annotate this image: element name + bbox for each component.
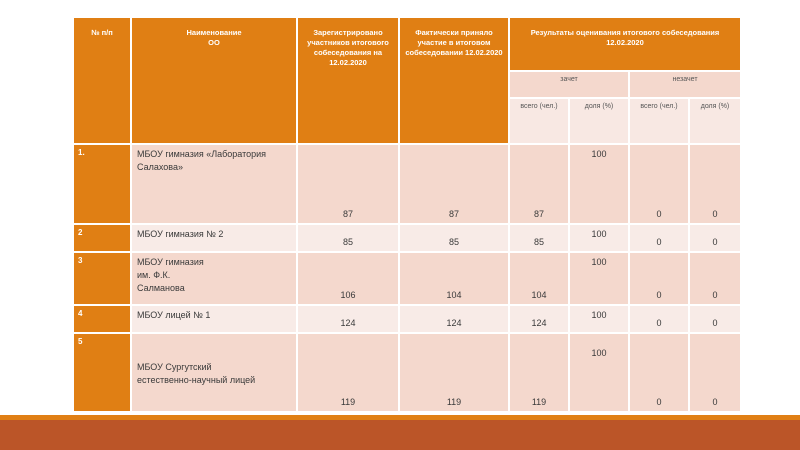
- table-row: 5 МБОУ Сургутский естественно-научный ли…: [74, 334, 740, 411]
- header-registered: Зарегистрировано участников итогового со…: [298, 18, 398, 143]
- row-pass-total: 124: [531, 318, 547, 328]
- row-name: МБОУ гимназия № 2: [132, 225, 296, 251]
- row-name: МБОУ лицей № 1: [132, 306, 296, 332]
- row-fail-share: 0: [712, 290, 718, 300]
- row-num: 1.: [74, 145, 130, 223]
- footer-band: [0, 420, 800, 450]
- row-participated: 85: [448, 237, 459, 247]
- table-row: 2 МБОУ гимназия № 2 85 85 85 100 0 0: [74, 225, 740, 251]
- row-fail-share: 0: [712, 237, 718, 247]
- row-participated: 124: [446, 318, 462, 328]
- row-pass-total: 85: [533, 237, 544, 247]
- row-pass-share: 100: [591, 348, 607, 358]
- row-num: 5: [74, 334, 130, 411]
- header-name: Наименование ОО: [132, 18, 296, 143]
- row-participated: 104: [446, 290, 462, 300]
- row-fail-total: 0: [656, 318, 662, 328]
- row-pass-total: 104: [531, 290, 547, 300]
- row-fail-share: 0: [712, 397, 718, 407]
- row-pass-share: 100: [591, 149, 607, 159]
- table-row: 3 МБОУ гимназия им. Ф.К. Салманова 106 1…: [74, 253, 740, 304]
- table-row: 4 МБОУ лицей № 1 124 124 124 100 0 0: [74, 306, 740, 332]
- row-fail-total: 0: [656, 237, 662, 247]
- row-registered: 119: [340, 397, 356, 407]
- header-results: Результаты оценивания итогового собеседо…: [510, 18, 740, 70]
- header-fail: незачет: [630, 72, 740, 97]
- header-fail-share: доля (%): [690, 99, 740, 143]
- row-num: 4: [74, 306, 130, 332]
- row-pass-share: 100: [591, 310, 607, 320]
- footer-accent-stripe: [0, 415, 800, 420]
- row-participated: 87: [448, 209, 459, 219]
- table-row: 1. МБОУ гимназия «Лаборатория Салахова» …: [74, 145, 740, 223]
- row-fail-share: 0: [712, 318, 718, 328]
- row-name: МБОУ гимназия «Лаборатория Салахова»: [132, 145, 296, 223]
- results-table: № п/п Наименование ОО Зарегистрировано уч…: [72, 16, 742, 413]
- row-registered: 87: [342, 209, 353, 219]
- row-participated: 119: [446, 397, 462, 407]
- row-num: 3: [74, 253, 130, 304]
- row-fail-total: 0: [656, 209, 662, 219]
- row-registered: 124: [340, 318, 356, 328]
- row-name: МБОУ Сургутский естественно-научный лице…: [132, 334, 296, 411]
- header-participated: Фактически приняло участие в итоговом со…: [400, 18, 508, 143]
- row-pass-total: 119: [531, 397, 547, 407]
- row-fail-total: 0: [656, 290, 662, 300]
- row-fail-share: 0: [712, 209, 718, 219]
- row-fail-total: 0: [656, 397, 662, 407]
- header-num: № п/п: [74, 18, 130, 143]
- header-name-l1: Наименование: [186, 28, 242, 37]
- row-pass-share: 100: [591, 229, 607, 239]
- header-pass: зачет: [510, 72, 628, 97]
- row-registered: 106: [340, 290, 356, 300]
- row-registered: 85: [342, 237, 353, 247]
- header-pass-share: доля (%): [570, 99, 628, 143]
- row-name: МБОУ гимназия им. Ф.К. Салманова: [132, 253, 296, 304]
- row-num: 2: [74, 225, 130, 251]
- row-pass-total: 87: [533, 209, 544, 219]
- header-name-l2: ОО: [208, 38, 220, 47]
- header-pass-total: всего (чел.): [510, 99, 568, 143]
- row-pass-share: 100: [591, 257, 607, 267]
- header-fail-total: всего (чел.): [630, 99, 688, 143]
